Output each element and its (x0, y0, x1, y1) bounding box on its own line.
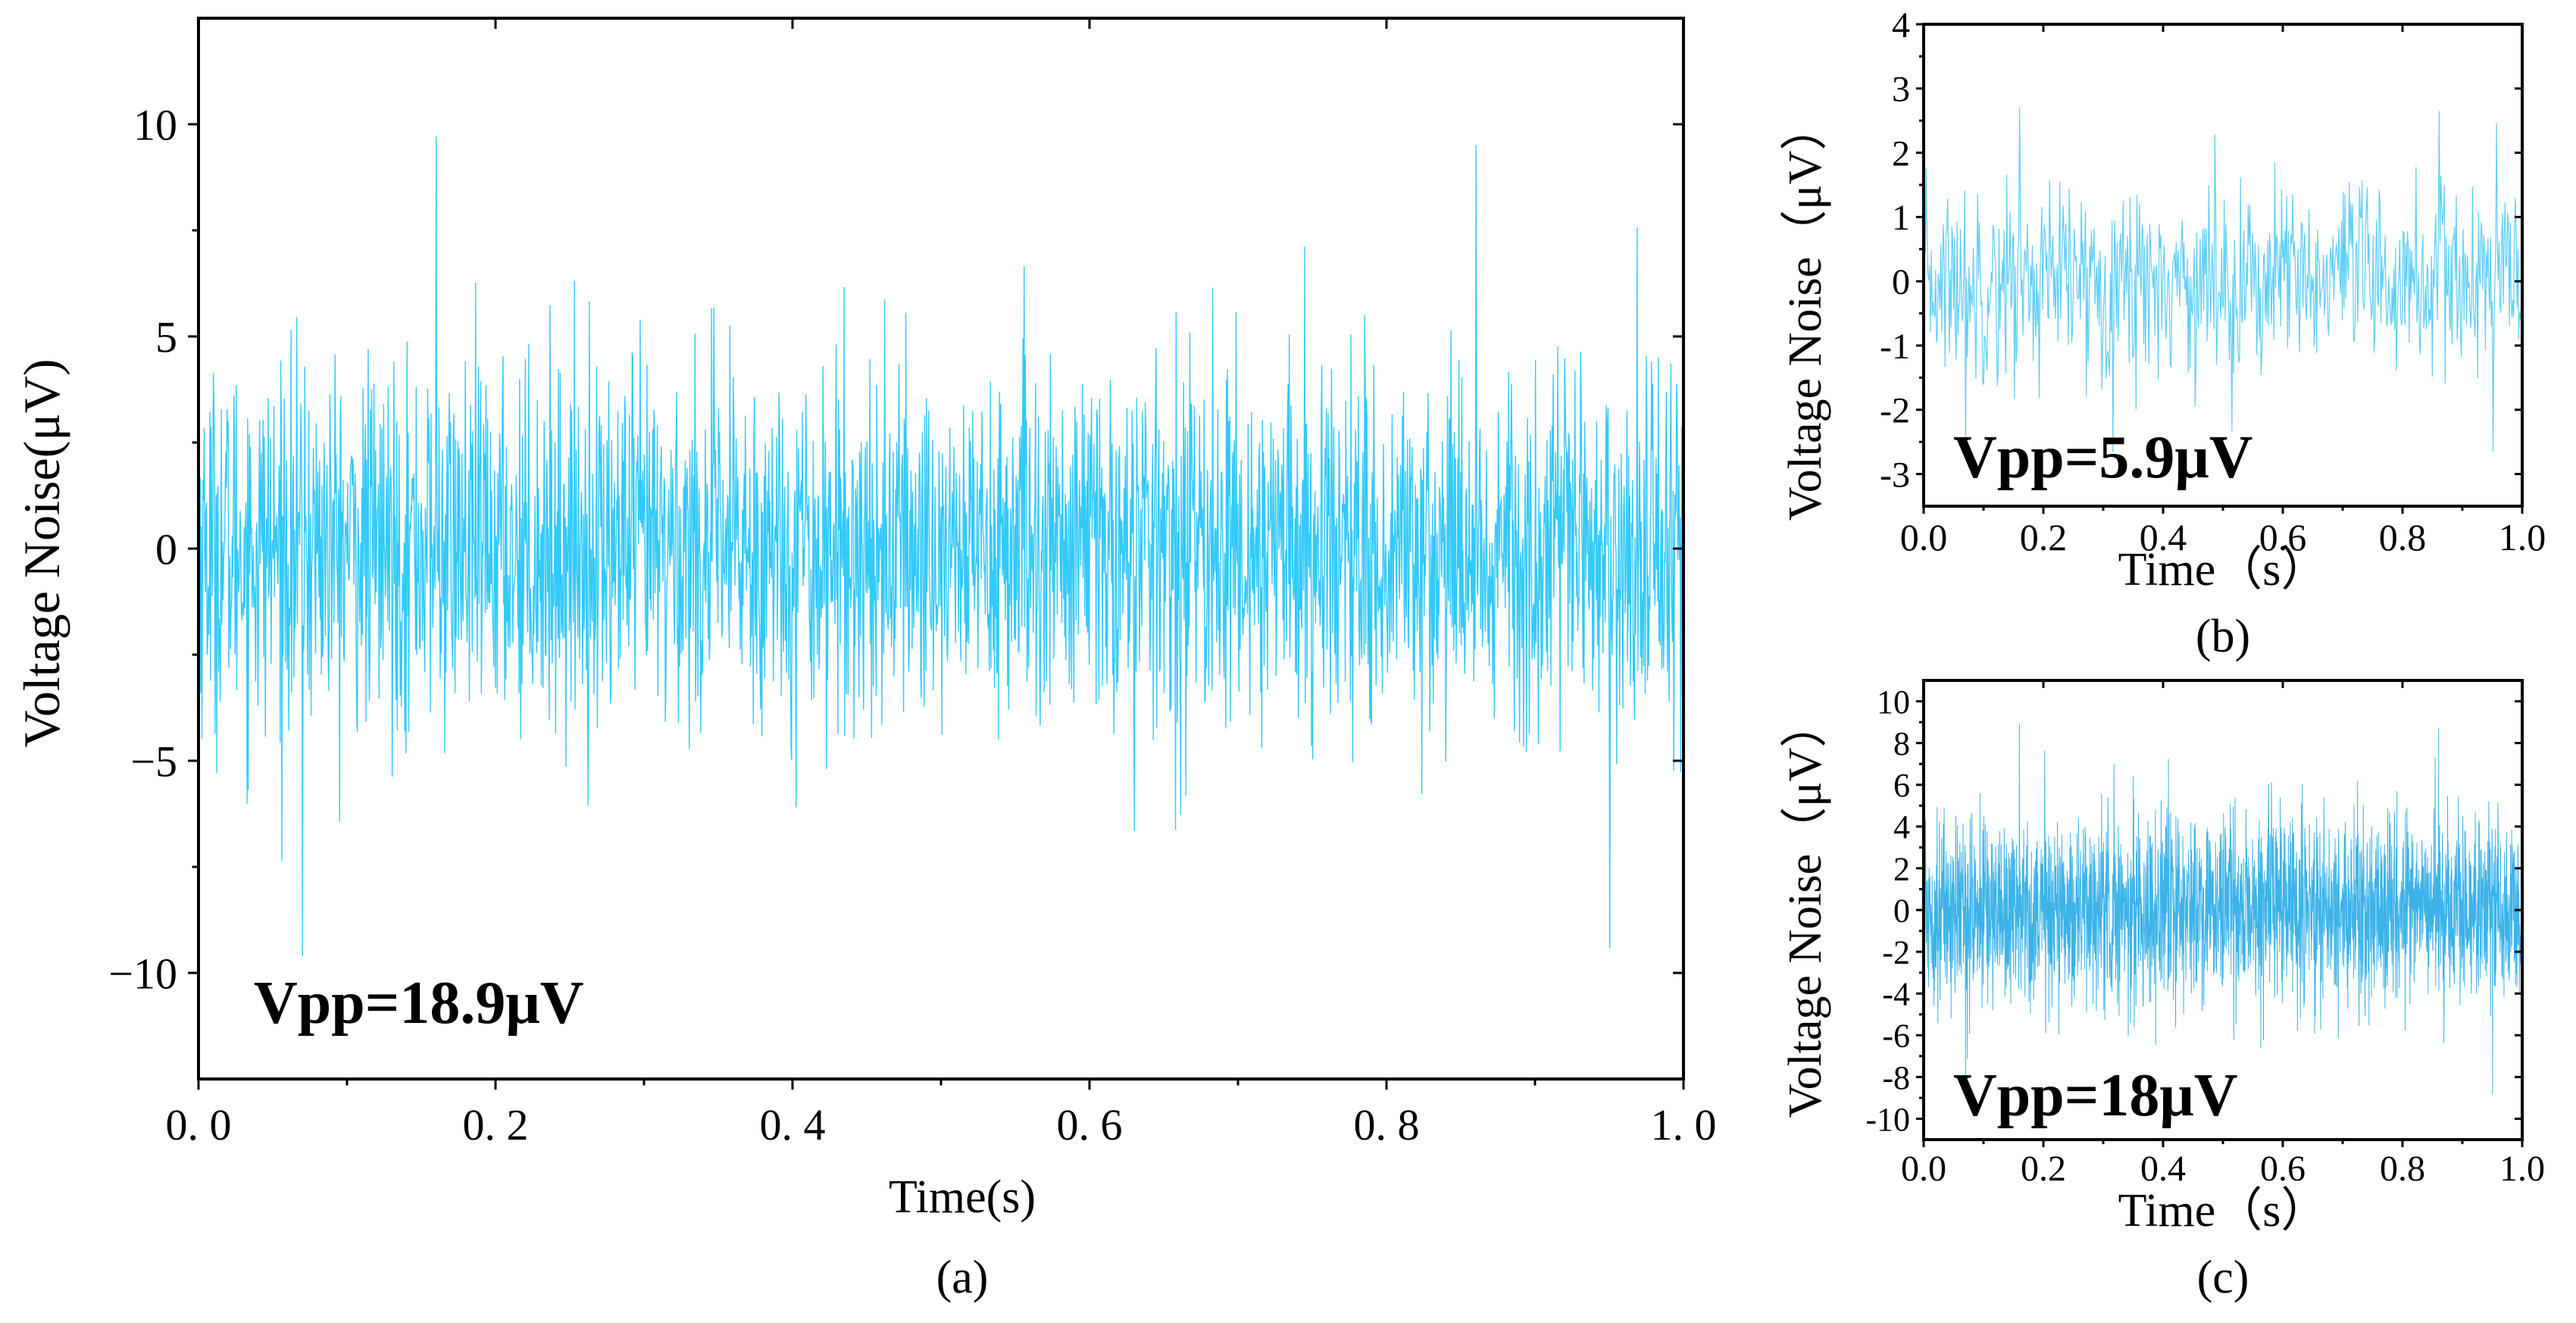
panel-b-y-tick-label: -2 (1880, 391, 1910, 431)
panel-b-y-tick-label: 0 (1892, 262, 1910, 302)
panel-c: 0.0 0.2 0.4 0.6 0.8 1.0 10 8 6 4 2 0 -2 -4 -6 -8 -10 Ti… (1780, 679, 2545, 1303)
panel-a-x-tick-labels: 0. 0 0. 2 0. 4 0. 6 0. 8 1. 0 (166, 1100, 1717, 1149)
panel-b-y-tick-label: 2 (1892, 133, 1910, 174)
panel-b-series (1923, 107, 2523, 455)
panel-a-vpp-annotation: Vpp=18.9μV (254, 970, 583, 1037)
panel-c-series (1923, 724, 2523, 1099)
panel-a-y-tick-label: 10 (133, 100, 177, 149)
panel-c-y-tick-label: -6 (1882, 1018, 1910, 1055)
panel-c-vpp-annotation: Vpp=18μV (1953, 1062, 2237, 1129)
panel-c-x-axis-label: Time（s） (2118, 1185, 2328, 1237)
panel-c-x-tick-label: 0.4 (2140, 1149, 2186, 1189)
panel-c-x-tick-labels: 0.0 0.2 0.4 0.6 0.8 1.0 (1901, 1149, 2545, 1189)
panel-b-x-tick-label: 0.4 (2140, 516, 2187, 558)
panel-c-x-tick-label: 0.6 (2260, 1149, 2306, 1189)
panel-c-y-tick-label: 8 (1893, 725, 1910, 762)
panel-a-ticks (188, 18, 1685, 1090)
panel-b-x-tick-labels: 0.0 0.2 0.4 0.6 0.8 1.0 (1900, 516, 2546, 558)
panel-b-x-axis-label: Time（s） (2118, 544, 2328, 596)
panel-a-y-tick-label: 5 (155, 312, 177, 361)
panel-b: 0.0 0.2 0.4 0.6 0.8 1.0 4 3 2 1 0 -1 -2 -3 Time（s） V… (1780, 5, 2546, 662)
panel-c-caption: (c) (2197, 1252, 2249, 1303)
panel-a: 0. 0 0. 2 0. 4 0. 6 0. 8 1. 0 10 5 0 −5 −10 Time(… (13, 17, 1717, 1303)
panel-b-y-tick-label: 4 (1892, 5, 1910, 45)
panel-c-y-tick-label: 10 (1877, 683, 1910, 721)
panel-a-x-tick-label: 0. 8 (1354, 1100, 1420, 1149)
panel-b-y-tick-labels: 4 3 2 1 0 -1 -2 -3 (1880, 5, 1910, 496)
panel-b-x-tick-label: 0.0 (1900, 516, 1948, 558)
panel-c-noise-series (1923, 724, 2523, 1099)
panel-a-series (198, 136, 1684, 957)
panel-a-y-tick-label: −5 (130, 737, 177, 786)
panel-c-y-tick-label: 4 (1893, 808, 1910, 846)
panel-b-x-tick-label: 0.2 (2020, 516, 2068, 558)
panel-b-noise-series (1923, 107, 2523, 455)
panel-c-y-tick-label: 6 (1893, 767, 1910, 804)
panel-c-ticks (1916, 680, 2524, 1147)
panel-c-y-axis-label: Voltage Noise（μV） (1780, 701, 1831, 1118)
panel-c-y-tick-label: -2 (1882, 934, 1910, 971)
panel-b-caption: (b) (2196, 611, 2250, 662)
panel-c-y-tick-label: -4 (1882, 976, 1910, 1013)
panel-b-vpp-annotation: Vpp=5.9μV (1953, 424, 2252, 491)
panel-c-x-tick-label: 0.8 (2380, 1149, 2425, 1189)
panel-c-y-tick-label: 2 (1893, 850, 1910, 887)
panel-a-caption: (a) (936, 1252, 989, 1303)
panel-b-y-tick-label: 3 (1892, 70, 1910, 110)
panel-a-x-tick-label: 0. 2 (463, 1100, 529, 1149)
panel-a-x-tick-label: 0. 0 (166, 1100, 232, 1149)
panel-b-ticks (1916, 23, 2524, 514)
panel-b-y-axis-label: Voltage Noise（μV） (1780, 104, 1831, 521)
panel-a-x-tick-label: 0. 4 (760, 1100, 826, 1149)
panel-c-x-tick-label: 0.0 (1901, 1149, 1946, 1189)
panel-b-y-tick-label: -3 (1880, 455, 1910, 495)
panel-a-x-axis-label: Time(s) (889, 1171, 1036, 1223)
panel-c-y-tick-labels: 10 8 6 4 2 0 -2 -4 -6 -8 -10 (1865, 683, 1910, 1138)
panel-a-y-tick-label: −10 (108, 949, 177, 998)
panel-a-noise-series (198, 136, 1684, 957)
panel-b-x-tick-label: 0.8 (2379, 516, 2427, 558)
panel-c-y-tick-label: -8 (1882, 1059, 1910, 1096)
panel-b-y-tick-label: 1 (1892, 198, 1910, 238)
panel-a-y-tick-label: 0 (155, 524, 177, 574)
panel-c-y-tick-label: -10 (1865, 1101, 1910, 1138)
panel-c-x-tick-label: 1.0 (2499, 1149, 2545, 1189)
panel-a-y-tick-labels: 10 5 0 −5 −10 (108, 100, 177, 998)
panel-b-x-tick-label: 1.0 (2499, 516, 2546, 558)
panel-b-x-tick-label: 0.6 (2259, 516, 2307, 558)
panel-c-y-tick-label: 0 (1893, 892, 1910, 929)
panel-b-y-tick-label: -1 (1880, 327, 1910, 367)
panel-a-y-axis-label: Voltage Noise(μV) (13, 359, 70, 748)
panel-a-x-tick-label: 1. 0 (1651, 1100, 1717, 1149)
panel-c-x-tick-label: 0.2 (2021, 1149, 2066, 1189)
panel-a-x-tick-label: 0. 6 (1057, 1100, 1123, 1149)
